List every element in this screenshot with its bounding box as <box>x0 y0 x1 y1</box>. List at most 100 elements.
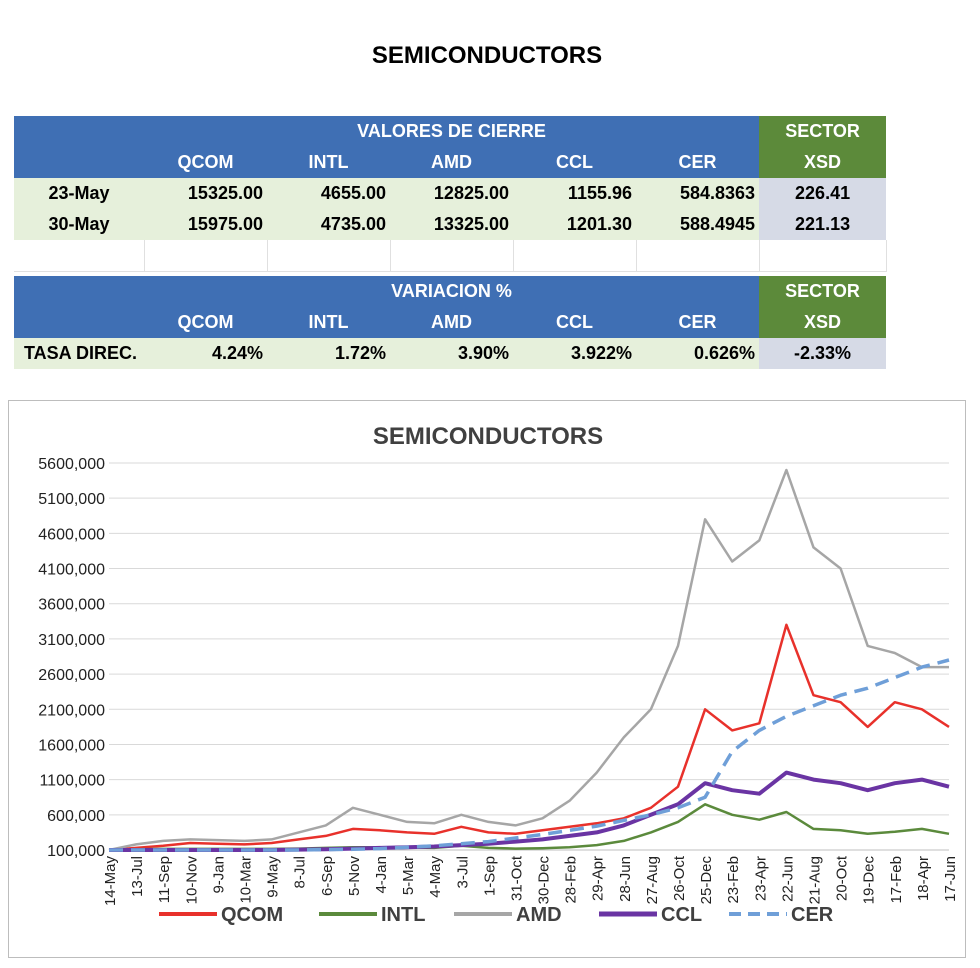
cell-value: 4655.00 <box>267 178 390 209</box>
header-cell-empty <box>14 147 144 178</box>
variation-table: VARIACION % SECTOR QCOM INTL AMD CCL CER… <box>14 276 887 369</box>
x-tick-label: 4-May <box>427 856 444 898</box>
column-header: CER <box>636 147 760 178</box>
x-tick-label: 1-Sep <box>481 856 498 896</box>
x-tick-label: 27-Aug <box>644 856 661 904</box>
column-header: QCOM <box>144 147 267 178</box>
x-tick-label: 30-Dec <box>536 856 553 905</box>
cell-value: 12825.00 <box>390 178 513 209</box>
row-label: TASA DIREC. <box>14 338 144 369</box>
cell-value: 1201.30 <box>513 209 636 240</box>
series-line-amd <box>108 468 949 852</box>
cell-value: 15975.00 <box>144 209 267 240</box>
y-tick-label: 600,000 <box>47 808 105 825</box>
cell-value: 1.72% <box>267 338 390 369</box>
column-header: INTL <box>267 307 390 338</box>
closing-values-table: VALORES DE CIERRE SECTOR QCOM INTL AMD C… <box>14 116 887 272</box>
legend-label-intl: INTL <box>381 904 425 926</box>
y-tick-label: 100,000 <box>47 843 105 860</box>
header-cell-empty <box>14 307 144 338</box>
row-label: 23-May <box>14 178 144 209</box>
column-header: QCOM <box>144 307 267 338</box>
line-chart: SEMICONDUCTORS 5600,000 5100,000 4600,000 4… <box>8 400 966 958</box>
cell-value: 4.24% <box>144 338 267 369</box>
column-header: AMD <box>390 147 513 178</box>
header-cell-empty <box>14 116 144 147</box>
sector-subheader: XSD <box>759 307 887 338</box>
y-tick-label: 2100,000 <box>38 702 105 719</box>
sector-header: SECTOR <box>759 116 887 147</box>
x-tick-label: 14-May <box>102 856 119 907</box>
x-tick-label: 23-Feb <box>725 856 742 904</box>
x-tick-label: 22-Jun <box>779 856 796 902</box>
cell-value: 15325.00 <box>144 178 267 209</box>
x-tick-label: 11-Sep <box>156 856 173 903</box>
x-tick-label: 8-Jul <box>292 856 309 889</box>
x-tick-label: 6-Sep <box>319 856 336 896</box>
table-row: TASA DIREC. 4.24% 1.72% 3.90% 3.922% 0.6… <box>14 338 887 369</box>
cell-value: 0.626% <box>636 338 760 369</box>
cell-value: 1155.96 <box>513 178 636 209</box>
series-line-ccl <box>109 770 950 852</box>
cell-value: 3.922% <box>513 338 636 369</box>
x-tick-label: 17-Jun <box>942 856 959 902</box>
legend-label-qcom: QCOM <box>221 904 283 926</box>
y-tick-label: 1600,000 <box>38 737 105 754</box>
x-tick-label: 19-Dec <box>861 856 878 905</box>
sector-value: 226.41 <box>759 178 887 209</box>
page-title: SEMICONDUCTORS <box>371 42 603 69</box>
x-tick-label: 25-Dec <box>698 856 715 905</box>
x-tick-label: 9-Jan <box>210 856 227 894</box>
x-tick-label: 28-Feb <box>563 856 580 904</box>
column-header: CCL <box>513 307 636 338</box>
x-tick-label: 10-Mar <box>237 856 254 904</box>
blank-row <box>14 240 887 272</box>
cell-value: 588.4945 <box>636 209 760 240</box>
x-tick-label: 18-Apr <box>915 856 932 901</box>
y-tick-label: 1100,000 <box>39 773 105 790</box>
legend-label-cer: CER <box>791 904 834 926</box>
chart-plot-area: 5600,000 5100,000 4600,000 4100,000 3600,000… <box>38 456 959 926</box>
column-header: CCL <box>513 147 636 178</box>
sector-value: 221.13 <box>759 209 887 240</box>
x-tick-label: 29-Apr <box>590 856 607 901</box>
group-header: VARIACION % <box>144 276 760 307</box>
y-tick-label: 2600,000 <box>38 667 105 684</box>
x-tick-label: 5-Mar <box>400 856 417 895</box>
table-row: 23-May 15325.00 4655.00 12825.00 1155.96… <box>14 178 887 209</box>
column-header: INTL <box>267 147 390 178</box>
group-header: VALORES DE CIERRE <box>144 116 760 147</box>
x-tick-label: 13-Jul <box>129 856 146 897</box>
y-tick-label: 4600,000 <box>38 526 105 543</box>
cell-value: 584.8363 <box>636 178 760 209</box>
column-header: CER <box>636 307 760 338</box>
y-tick-label: 3100,000 <box>38 632 105 649</box>
x-tick-label: 17-Feb <box>888 856 905 904</box>
table-row: 30-May 15975.00 4735.00 13325.00 1201.30… <box>14 209 887 240</box>
header-cell-empty <box>14 276 144 307</box>
x-tick-label: 3-Jul <box>454 856 471 889</box>
legend-label-amd: AMD <box>516 904 562 926</box>
x-tick-label: 28-Jun <box>617 856 634 902</box>
chart-title: SEMICONDUCTORS <box>372 423 604 450</box>
y-tick-label: 5600,000 <box>38 456 105 473</box>
x-tick-label: 31-Oct <box>508 855 525 901</box>
series-line-qcom <box>108 623 950 852</box>
y-tick-label: 4100,000 <box>38 562 105 579</box>
x-tick-label: 10-Nov <box>183 856 200 905</box>
x-tick-label: 23-Apr <box>752 856 769 901</box>
x-tick-label: 21-Aug <box>807 856 824 904</box>
cell-value: 3.90% <box>390 338 513 369</box>
x-tick-label: 20-Oct <box>834 855 851 901</box>
x-tick-label: 26-Oct <box>671 855 688 901</box>
column-header: AMD <box>390 307 513 338</box>
y-tick-label: 3600,000 <box>38 597 105 614</box>
x-tick-label: 9-May <box>265 856 282 898</box>
cell-value: 4735.00 <box>267 209 390 240</box>
sector-subheader: XSD <box>759 147 887 178</box>
y-tick-label: 5100,000 <box>38 491 105 508</box>
series-line-cer <box>109 658 950 852</box>
cell-value: 13325.00 <box>390 209 513 240</box>
x-tick-label: 4-Jan <box>373 856 390 894</box>
row-label: 30-May <box>14 209 144 240</box>
